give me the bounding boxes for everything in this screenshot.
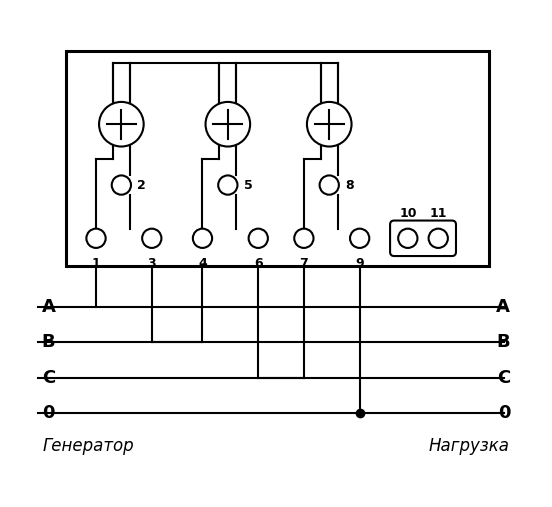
Text: B: B bbox=[497, 333, 510, 351]
Text: 9: 9 bbox=[355, 257, 364, 270]
Circle shape bbox=[307, 102, 352, 147]
Circle shape bbox=[218, 175, 237, 195]
Text: 3: 3 bbox=[147, 257, 156, 270]
Text: Нагрузка: Нагрузка bbox=[428, 437, 509, 455]
Circle shape bbox=[112, 175, 131, 195]
Text: 6: 6 bbox=[254, 257, 263, 270]
Circle shape bbox=[320, 175, 339, 195]
Text: 4: 4 bbox=[198, 257, 207, 270]
Text: C: C bbox=[497, 369, 510, 387]
Text: B: B bbox=[42, 333, 55, 351]
Circle shape bbox=[193, 229, 212, 248]
Text: 1: 1 bbox=[92, 257, 100, 270]
FancyBboxPatch shape bbox=[390, 221, 456, 256]
Circle shape bbox=[142, 229, 161, 248]
Text: 0: 0 bbox=[42, 404, 54, 422]
Text: 7: 7 bbox=[300, 257, 308, 270]
Circle shape bbox=[86, 229, 105, 248]
Circle shape bbox=[428, 229, 448, 248]
Text: C: C bbox=[42, 369, 55, 387]
Text: 11: 11 bbox=[429, 206, 447, 220]
Circle shape bbox=[398, 229, 417, 248]
Circle shape bbox=[99, 102, 144, 147]
Text: A: A bbox=[496, 298, 510, 316]
FancyBboxPatch shape bbox=[66, 51, 489, 266]
Circle shape bbox=[248, 229, 268, 248]
Text: 8: 8 bbox=[345, 178, 354, 192]
Text: 2: 2 bbox=[137, 178, 146, 192]
Circle shape bbox=[294, 229, 314, 248]
Text: 0: 0 bbox=[498, 404, 510, 422]
Text: A: A bbox=[42, 298, 56, 316]
Text: Генератор: Генератор bbox=[43, 437, 134, 455]
Circle shape bbox=[350, 229, 369, 248]
Text: 10: 10 bbox=[399, 206, 417, 220]
Circle shape bbox=[205, 102, 250, 147]
Text: 5: 5 bbox=[243, 178, 252, 192]
